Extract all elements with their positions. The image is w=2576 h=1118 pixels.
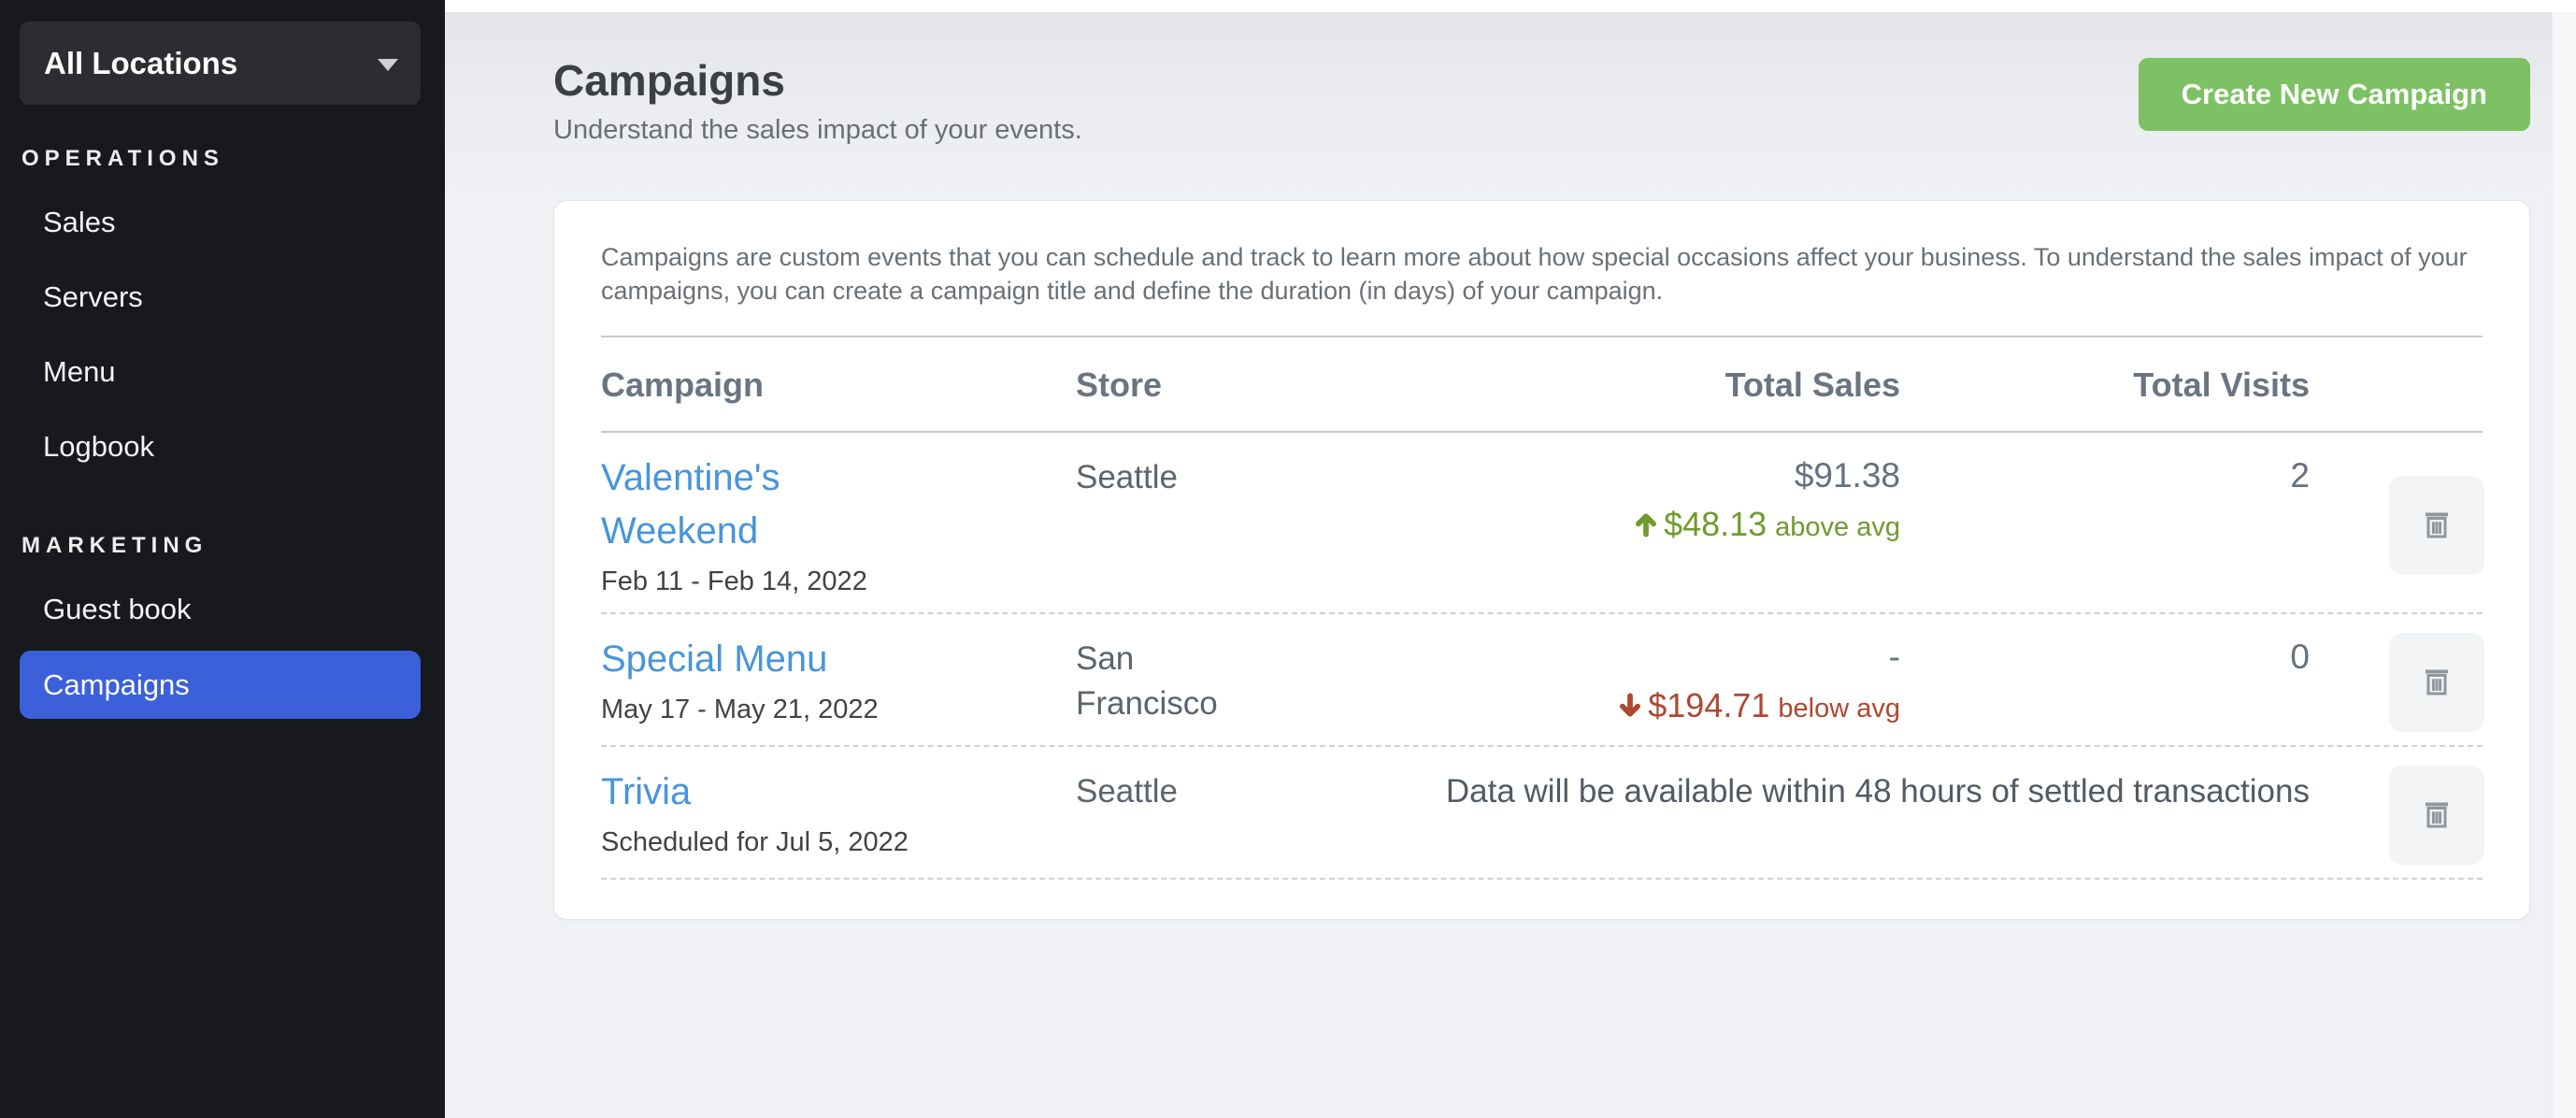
sales-delta: $194.71 below avg	[1263, 686, 1900, 725]
chevron-down-icon	[378, 59, 398, 71]
delta-value: $48.13	[1664, 505, 1767, 543]
table-row: Valentine's Weekend Feb 11 - Feb 14, 202…	[601, 433, 2484, 614]
column-header-total-visits: Total Visits	[2133, 366, 2310, 404]
delete-campaign-button[interactable]	[2389, 633, 2484, 732]
sidebar-item-servers[interactable]: Servers	[20, 260, 421, 335]
actions-cell	[2310, 452, 2484, 599]
page-header-text: Campaigns Understand the sales impact of…	[553, 56, 1082, 146]
store-cell: San Francisco	[1076, 640, 1218, 722]
delta-label: above avg	[1775, 512, 1900, 542]
table-header: Campaign Store Total Sales Total Visits	[601, 337, 2483, 433]
column-header-store: Store	[1076, 366, 1163, 404]
page-subtitle: Understand the sales impact of your even…	[553, 115, 1082, 145]
table-body: Valentine's Weekend Feb 11 - Feb 14, 202…	[601, 433, 2484, 880]
nav-item-label: Logbook	[43, 430, 154, 463]
nav-item-label: Sales	[43, 206, 116, 238]
campaign-link[interactable]: Trivia	[601, 771, 692, 812]
sidebar-item-menu[interactable]: Menu	[20, 335, 421, 409]
sidebar: All Locations OPERATIONS Sales Servers M…	[0, 0, 445, 1118]
nav-section: MARKETING Guest book Campaigns	[0, 533, 445, 719]
main-content: Campaigns Understand the sales impact of…	[445, 0, 2576, 1118]
actions-cell	[2310, 766, 2484, 865]
data-pending-message: Data will be available within 48 hours o…	[1445, 773, 2310, 810]
sidebar-item-guest-book[interactable]: Guest book	[20, 572, 421, 647]
nav-item-label: Servers	[43, 280, 143, 313]
sales-delta: $48.13 above avg	[1263, 505, 1900, 544]
page-title: Campaigns	[553, 56, 785, 105]
sidebar-item-logbook[interactable]: Logbook	[20, 409, 421, 484]
column-header-actions	[2310, 366, 2484, 405]
campaign-dates: Feb 11 - Feb 14, 2022	[601, 566, 867, 596]
arrow-down-icon	[1620, 693, 1641, 717]
delete-campaign-button[interactable]	[2389, 766, 2484, 865]
campaigns-card: Campaigns are custom events that you can…	[553, 200, 2530, 920]
campaign-link[interactable]: Valentine's Weekend	[601, 457, 780, 552]
delta-label: below avg	[1778, 694, 1900, 724]
create-new-campaign-button[interactable]: Create New Campaign	[2138, 58, 2530, 131]
campaign-cell: Valentine's Weekend Feb 11 - Feb 14, 202…	[601, 452, 1076, 599]
campaign-dates: May 17 - May 21, 2022	[601, 695, 879, 724]
scrollbar-track[interactable]	[2552, 12, 2576, 1118]
total-visits-cell: 2	[2290, 456, 2310, 494]
campaigns-description: Campaigns are custom events that you can…	[601, 243, 2468, 305]
trash-icon	[2426, 802, 2448, 828]
delete-campaign-button[interactable]	[2389, 476, 2484, 575]
campaign-cell: Trivia Scheduled for Jul 5, 2022	[601, 766, 1076, 865]
table-row: Special Menu May 17 - May 21, 2022 San F…	[601, 614, 2484, 747]
nav-section: OPERATIONS Sales Servers Menu Logbook	[0, 146, 445, 484]
total-sales-cell: $91.38 $48.13 above avg	[1263, 452, 1900, 599]
store-cell: Seattle	[1076, 773, 1178, 810]
actions-cell	[2310, 633, 2484, 732]
sidebar-item-campaigns[interactable]: Campaigns	[20, 651, 421, 719]
nav-item-label: Campaigns	[43, 667, 190, 701]
total-sales-value: $91.38	[1794, 456, 1900, 494]
trash-icon	[2426, 512, 2448, 538]
campaign-link[interactable]: Special Menu	[601, 638, 828, 680]
location-selector[interactable]: All Locations	[20, 22, 421, 105]
nav-section-label: OPERATIONS	[21, 146, 224, 171]
nav-item-label: Menu	[43, 355, 116, 388]
divider	[601, 336, 2483, 337]
sidebar-nav: OPERATIONS Sales Servers Menu Logbook MA…	[0, 146, 445, 719]
total-sales-cell: - $194.71 below avg	[1263, 633, 1900, 732]
store-cell: Seattle	[1076, 459, 1178, 495]
arrow-up-icon	[1636, 513, 1657, 538]
table-row: Trivia Scheduled for Jul 5, 2022 Seattle…	[601, 747, 2484, 880]
nav-item-label: Guest book	[43, 593, 192, 625]
page-header: Campaigns Understand the sales impact of…	[553, 56, 2530, 146]
nav-section-label: MARKETING	[21, 533, 208, 558]
column-header-campaign: Campaign	[601, 366, 765, 404]
delta-value: $194.71	[1648, 686, 1770, 724]
campaign-dates: Scheduled for Jul 5, 2022	[601, 827, 909, 857]
sidebar-item-sales[interactable]: Sales	[20, 185, 421, 260]
total-sales-value: -	[1888, 638, 1900, 676]
location-selector-label: All Locations	[44, 45, 238, 80]
total-visits-cell: 0	[2290, 638, 2310, 676]
column-header-total-sales: Total Sales	[1724, 366, 1900, 404]
trash-icon	[2426, 669, 2448, 695]
campaign-cell: Special Menu May 17 - May 21, 2022	[601, 633, 1076, 732]
top-bar	[445, 0, 2576, 12]
